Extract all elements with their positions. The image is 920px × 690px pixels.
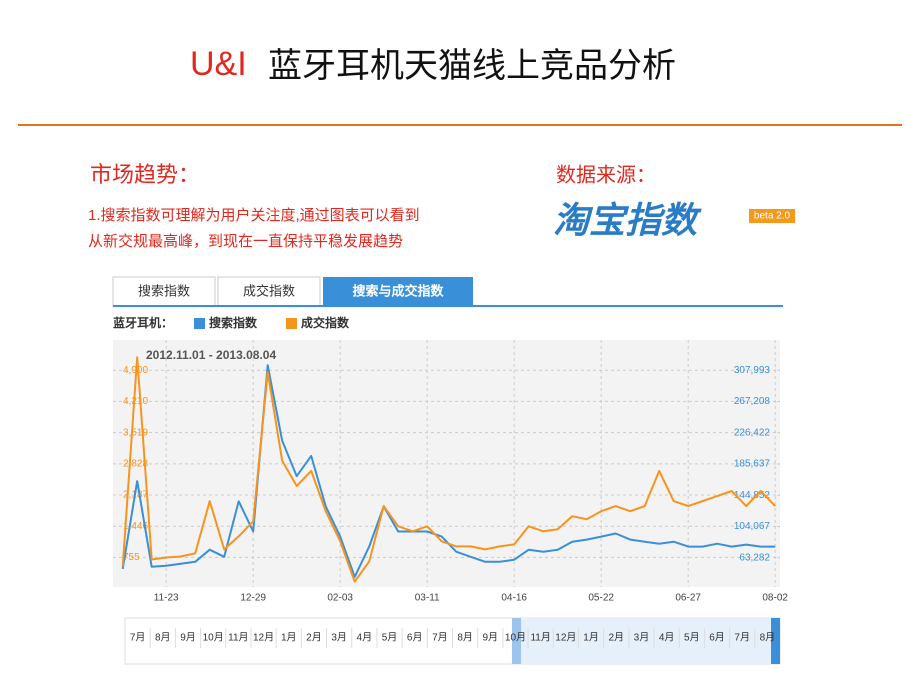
- y-tick-label: 755: [123, 552, 140, 563]
- navigator-month: 2月: [608, 632, 624, 644]
- y2-tick-label: 185,637: [734, 459, 771, 470]
- y-tick-label: 4,210: [123, 396, 148, 407]
- y2-tick-label: 104,067: [734, 521, 771, 532]
- y-tick-label: 1,446: [123, 521, 148, 532]
- source-label: 数据来源：: [556, 163, 656, 186]
- navigator-month: 10月: [505, 632, 526, 644]
- x-tick-label: 02-03: [327, 593, 353, 604]
- y2-tick-label: 267,208: [734, 396, 771, 407]
- y2-tick-label: 226,422: [734, 427, 771, 438]
- navigator-month: 1月: [583, 632, 599, 644]
- tab-label[interactable]: 搜索指数: [138, 283, 190, 298]
- navigator-month: 10月: [203, 632, 224, 644]
- navigator-month: 7月: [432, 632, 448, 644]
- navigator-month: 5月: [382, 632, 398, 644]
- note-line: 1.搜索指数可理解为用户关注度,通过图表可以看到: [88, 207, 420, 224]
- title-brand: U&I: [190, 45, 247, 83]
- navigator-month: 3月: [331, 632, 347, 644]
- legend-label: 成交指数: [301, 315, 350, 330]
- x-tick-label: 03-11: [415, 593, 440, 604]
- navigator-handle[interactable]: [512, 618, 521, 664]
- navigator-month: 4月: [357, 632, 373, 644]
- navigator-month: 9月: [483, 632, 499, 644]
- legend-swatch: [194, 318, 205, 329]
- note-line: 从新交规最高峰，到现在一直保持平稳发展趋势: [88, 232, 403, 250]
- logo: 淘宝指数: [553, 200, 702, 241]
- navigator-month: 7月: [734, 632, 750, 644]
- x-tick-label: 06-27: [675, 593, 701, 604]
- y2-tick-label: 144,852: [734, 490, 771, 501]
- tab-label[interactable]: 成交指数: [243, 283, 295, 298]
- x-tick-label: 05-22: [588, 593, 614, 604]
- tab-label[interactable]: 搜索与成交指数: [352, 283, 444, 298]
- y-tick-label: 3,519: [123, 427, 148, 438]
- y-tick-label: 2,828: [123, 458, 148, 469]
- legend-swatch: [286, 318, 297, 329]
- navigator-month: 7月: [130, 632, 146, 644]
- x-tick-label: 08-02: [762, 593, 788, 604]
- tab-active[interactable]: [323, 277, 473, 306]
- x-tick-label: 12-29: [240, 593, 266, 604]
- navigator-month: 11月: [228, 632, 248, 644]
- navigator-selection[interactable]: [512, 618, 780, 664]
- section-heading: 市场趋势：: [90, 162, 200, 187]
- tab[interactable]: [112, 276, 216, 307]
- legend-label: 搜索指数: [209, 315, 258, 330]
- y2-tick-label: 63,282: [739, 552, 770, 563]
- navigator-month: 8月: [760, 632, 776, 644]
- navigator-month: 5月: [684, 632, 700, 644]
- navigator-month: 6月: [407, 632, 423, 644]
- navigator-month: 9月: [180, 632, 196, 644]
- badge-bg: [749, 209, 795, 223]
- navigator-month: 8月: [457, 632, 473, 644]
- navigator-month: 12月: [253, 632, 274, 644]
- x-tick-label: 04-16: [501, 593, 527, 604]
- navigator-month: 11月: [530, 632, 550, 644]
- navigator-month: 4月: [659, 632, 675, 644]
- navigator-month: 3月: [634, 632, 650, 644]
- navigator-month: 1月: [281, 632, 297, 644]
- navigator-month: 2月: [306, 632, 322, 644]
- y2-tick-label: 307,993: [734, 365, 771, 376]
- title: 蓝牙耳机天猫线上竞品分析: [268, 47, 676, 85]
- navigator-month: 8月: [155, 632, 171, 644]
- badge: beta 2.0: [754, 211, 791, 222]
- date-range: 2012.11.01 - 2013.08.04: [146, 348, 276, 362]
- legend-title: 蓝牙耳机：: [113, 315, 173, 330]
- series-line: [121, 356, 776, 583]
- navigator-month: 6月: [709, 632, 725, 644]
- navigator-handle[interactable]: [771, 618, 780, 664]
- navigator-month: 12月: [555, 632, 576, 644]
- x-tick-label: 11-23: [154, 593, 179, 604]
